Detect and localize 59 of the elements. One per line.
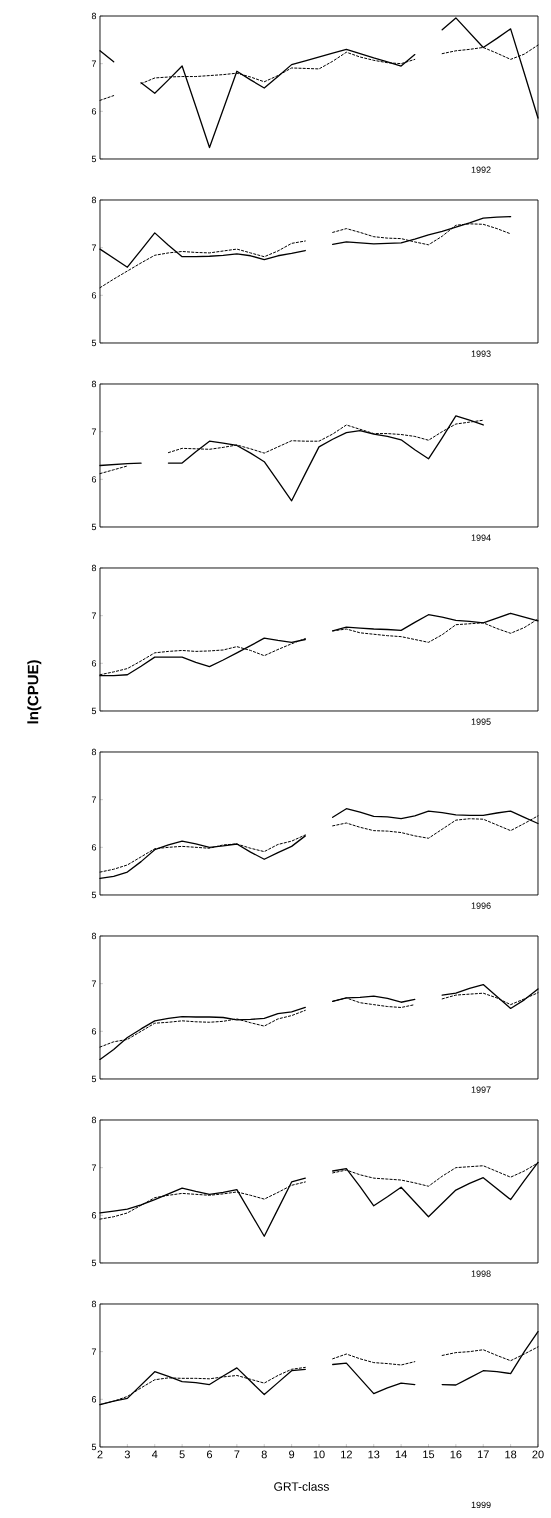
y-tick-label: 5 <box>91 891 97 899</box>
y-tick-label: 6 <box>91 1028 97 1035</box>
y-tick-label: 8 <box>91 1300 97 1308</box>
y-tick-label: 6 <box>91 1396 97 1403</box>
text: 1999 <box>471 1501 491 1509</box>
y-tick-label: 5 <box>91 155 97 163</box>
x-tick-label: 4 <box>151 1450 158 1459</box>
y-tick-label: 7 <box>91 1348 97 1355</box>
x-axis-title: GRT-class <box>274 1481 329 1491</box>
text: 1997 <box>471 1086 491 1093</box>
x-tick-label: 12 <box>341 1450 352 1459</box>
y-tick-label: 8 <box>91 932 97 940</box>
x-tick-label: 6 <box>207 1450 213 1459</box>
y-tick-label: 7 <box>91 980 97 987</box>
text: 1995 <box>471 718 491 725</box>
x-tick-label: 8 <box>261 1450 267 1459</box>
text: 1996 <box>471 902 491 909</box>
x-tick-label: 2 <box>97 1450 103 1459</box>
y-tick-label: 6 <box>91 108 97 115</box>
y-tick-label: 8 <box>91 1116 97 1124</box>
y-tick-label: 6 <box>91 476 97 483</box>
y-tick-label: 7 <box>91 1164 97 1171</box>
y-tick-label: 7 <box>91 428 97 435</box>
y-tick-label: 5 <box>91 1259 97 1267</box>
y-tick-label: 6 <box>91 292 97 299</box>
text: 1994 <box>471 534 491 541</box>
y-tick-label: 8 <box>91 380 97 388</box>
y-tick-label: 6 <box>91 844 97 851</box>
y-tick-label: 7 <box>91 60 97 67</box>
y-tick-label: 6 <box>91 1212 97 1219</box>
y-tick-label: 7 <box>91 244 97 251</box>
x-tick-label: 16 <box>450 1450 462 1459</box>
y-axis-title: ln(CPUE) <box>27 660 42 724</box>
y-tick-label: 5 <box>91 339 97 347</box>
x-tick-label: 15 <box>423 1450 435 1459</box>
x-tick-label: 10 <box>313 1450 325 1459</box>
y-tick-label: 8 <box>91 196 97 204</box>
text: 1992 <box>471 166 491 173</box>
text: 1993 <box>471 350 491 357</box>
x-tick-label: 17 <box>477 1450 489 1459</box>
y-tick-label: 6 <box>91 660 97 667</box>
y-tick-label: 5 <box>91 523 97 531</box>
x-tick-label: 14 <box>395 1450 407 1459</box>
x-tick-label: 13 <box>368 1450 380 1459</box>
x-tick-label: 7 <box>234 1450 240 1459</box>
x-tick-label: 3 <box>124 1450 130 1459</box>
y-tick-label: 5 <box>91 707 97 715</box>
x-tick-label: 5 <box>179 1450 185 1459</box>
y-tick-label: 7 <box>91 612 97 619</box>
y-tick-label: 5 <box>91 1075 97 1083</box>
x-tick-label: 20 <box>532 1450 544 1459</box>
x-tick-label: 18 <box>505 1450 517 1459</box>
y-tick-label: 5 <box>91 1443 97 1451</box>
x-tick-label: 9 <box>289 1450 295 1459</box>
y-tick-label: 8 <box>91 748 97 756</box>
text: 1998 <box>471 1270 491 1277</box>
y-tick-label: 8 <box>91 564 97 572</box>
y-tick-label: 8 <box>91 12 97 20</box>
y-tick-label: 7 <box>91 796 97 803</box>
